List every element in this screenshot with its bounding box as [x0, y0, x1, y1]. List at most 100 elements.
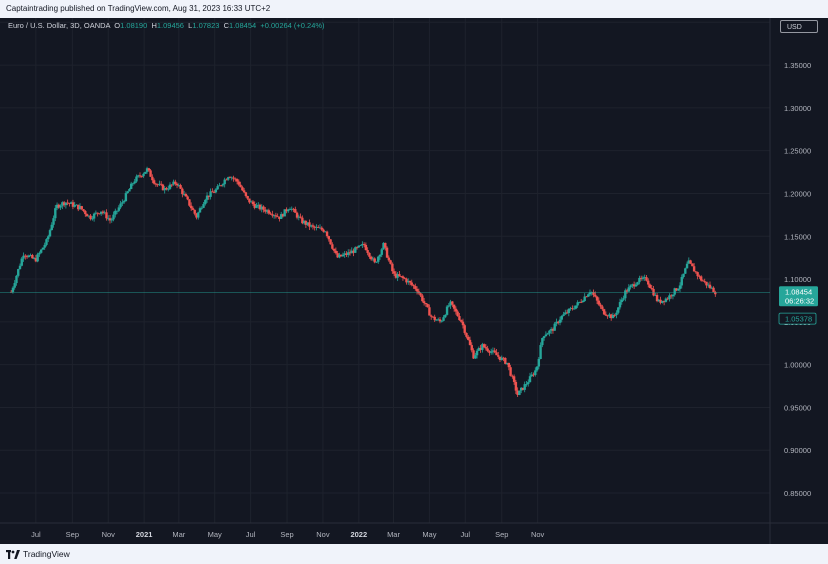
candle-body	[699, 276, 703, 281]
candle-body	[181, 188, 184, 195]
x-tick-label: 2021	[136, 530, 153, 539]
candle-body	[366, 250, 369, 253]
candle-body	[620, 299, 623, 303]
candle-body	[615, 312, 618, 316]
candle-body	[689, 260, 692, 264]
candle-body	[486, 348, 489, 352]
candle-body	[647, 280, 650, 285]
candle-body	[396, 274, 399, 278]
candle-body	[73, 204, 76, 207]
candle-body	[54, 208, 57, 219]
candle-body	[329, 239, 332, 245]
candle-body	[262, 206, 265, 210]
candle-body	[588, 292, 592, 295]
candle-body	[69, 202, 73, 204]
candle-body	[172, 181, 175, 185]
candle-body	[474, 355, 477, 359]
countdown-timer: 06:26:32	[785, 296, 814, 305]
x-tick-label: May	[208, 530, 222, 539]
candle-body	[442, 317, 445, 321]
candle-body	[279, 214, 283, 219]
candle-body	[24, 255, 27, 257]
candle-body	[456, 311, 459, 317]
candle-body	[27, 255, 31, 258]
last-price-badge	[779, 286, 818, 307]
candle-body	[477, 347, 481, 351]
currency-button[interactable]: USD	[780, 20, 818, 33]
low-label: L	[188, 21, 193, 30]
candle-body	[422, 301, 426, 304]
candle-body	[15, 275, 18, 284]
price-chart[interactable]: 1.400001.350001.300001.250001.200001.150…	[0, 18, 828, 544]
ema-badge	[778, 312, 817, 325]
candle-body	[234, 178, 237, 180]
tradingview-logo[interactable]: TradingView	[6, 548, 70, 560]
y-tick-label: 1.20000	[784, 189, 811, 198]
candle-body	[472, 350, 475, 359]
candle-body	[641, 277, 645, 279]
y-tick-label: 1.35000	[784, 61, 811, 70]
candle-body	[710, 287, 713, 289]
candle-body	[493, 350, 496, 353]
y-tick-label: 1.30000	[784, 104, 811, 113]
y-tick-label: 1.15000	[784, 232, 811, 241]
candle-body	[459, 320, 463, 322]
candle-body	[491, 350, 495, 352]
candle-body	[475, 350, 479, 356]
candle-body	[714, 292, 717, 295]
candle-body	[371, 258, 375, 260]
candle-body	[101, 211, 105, 213]
candle-body	[574, 305, 578, 309]
candle-body	[251, 201, 255, 205]
candle-body	[389, 260, 392, 264]
candle-body	[429, 315, 433, 317]
open-value: 1.08190	[120, 21, 148, 30]
candle-body	[244, 192, 248, 197]
candle-body	[569, 308, 572, 310]
candle-body	[66, 202, 69, 204]
candle-body	[306, 222, 309, 225]
candle-body	[392, 271, 396, 274]
candle-body	[92, 213, 96, 219]
candle-body	[454, 308, 458, 312]
candle-body	[156, 184, 159, 186]
candle-body	[142, 173, 145, 177]
x-tick-label: May	[422, 530, 436, 539]
candle-body	[258, 204, 262, 210]
candle-body	[96, 212, 99, 214]
candle-body	[89, 215, 92, 220]
candle-body	[204, 199, 207, 205]
candle-body	[288, 209, 292, 210]
candle-body	[654, 295, 657, 296]
candle-body	[108, 218, 112, 221]
candle-body	[295, 212, 299, 218]
candle-body	[611, 315, 615, 319]
candle-body	[680, 277, 683, 286]
candle-body	[22, 255, 25, 259]
candle-body	[433, 316, 436, 321]
y-tick-label: 1.10000	[784, 275, 811, 284]
candle-body	[170, 184, 173, 186]
candle-body	[671, 294, 675, 297]
candle-body	[468, 339, 472, 346]
candle-body	[230, 177, 233, 179]
candle-body	[121, 202, 124, 204]
candle-body	[152, 180, 156, 184]
candle-body	[585, 296, 588, 298]
candle-body	[694, 271, 698, 273]
candle-body	[622, 298, 625, 300]
candle-body	[311, 225, 315, 227]
candle-body	[214, 189, 218, 193]
candle-body	[91, 218, 94, 220]
candle-body	[707, 284, 710, 286]
chart-area[interactable]: 1.400001.350001.300001.250001.200001.150…	[0, 18, 828, 544]
candle-body	[129, 183, 133, 190]
candle-body	[435, 319, 438, 321]
candle-body	[357, 245, 361, 248]
candle-body	[484, 347, 488, 349]
candle-body	[55, 204, 59, 209]
candle-body	[334, 250, 338, 254]
x-tick-label: 2022	[350, 530, 367, 539]
candle-body	[105, 212, 108, 219]
candle-body	[601, 306, 604, 310]
